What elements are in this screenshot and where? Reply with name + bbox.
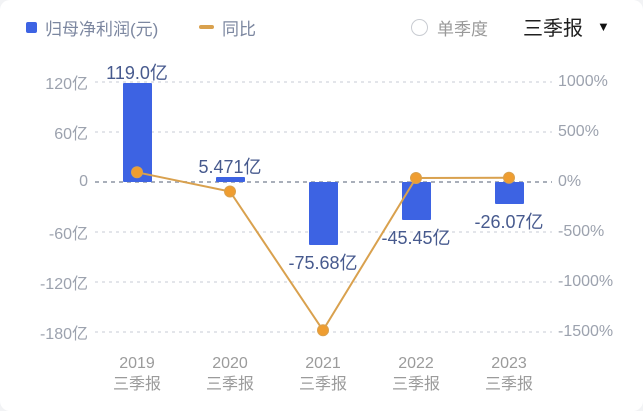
gridline [95,81,552,83]
bar-value-label: 5.471亿 [198,157,262,178]
yoy-data-point[interactable] [224,185,236,198]
x-label-period: 三季报 [205,376,254,393]
bar-2019[interactable] [122,82,152,182]
legend-label-yoy: 同比 [222,19,256,39]
right-axis-tick: 500% [558,123,599,140]
x-axis-label-2021[interactable]: 2021 三季报 [278,353,368,395]
x-label-year: 2023 [491,355,527,372]
x-label-year: 2022 [398,355,434,372]
line-series-swatch-icon [199,25,214,29]
x-label-year: 2021 [305,355,341,372]
gridline [95,331,552,333]
x-label-year: 2020 [212,355,248,372]
bar-value-label: -75.68亿 [288,253,358,274]
right-axis-tick: -500% [558,223,605,240]
bar-2022[interactable] [401,182,431,220]
x-label-period: 三季报 [391,376,440,393]
report-period-value: 三季报 [523,17,583,40]
right-axis-tick: -1000% [558,273,614,290]
bar-value-label: 119.0亿 [106,62,168,83]
left-axis-tick: 60亿 [54,126,88,143]
x-axis-label-2023[interactable]: 2023 三季报 [464,353,554,395]
bar-series-swatch-icon [26,21,37,33]
bar-value-label: -26.07亿 [474,211,544,232]
left-axis-tick: -180亿 [39,326,88,343]
single-quarter-radio[interactable]: 单季度 [411,16,488,39]
legend-item-yoy[interactable]: 同比 [199,16,256,39]
x-axis-label-2019[interactable]: 2019 三季报 [92,353,182,395]
x-axis-label-2020[interactable]: 2020 三季报 [185,353,275,395]
bar-value-label: -45.45亿 [381,227,451,248]
left-axis-tick: -120亿 [39,276,88,293]
left-axis-tick: 0 [79,173,88,190]
x-label-period: 三季报 [484,376,533,393]
x-label-year: 2019 [119,355,155,372]
legend-item-net-profit[interactable]: 归母净利润(元) [26,16,159,39]
report-period-dropdown[interactable]: 三季报 ▼ [523,13,610,40]
bar-2021[interactable] [308,182,338,246]
left-axis-tick: -60亿 [48,226,88,243]
right-axis-tick: -1500% [558,323,614,340]
radio-circle-icon[interactable] [411,18,428,36]
single-quarter-label: 单季度 [437,19,488,39]
right-axis-tick: 0% [558,173,582,190]
left-axis-tick: 120亿 [45,76,88,93]
x-label-period: 三季报 [112,376,161,393]
x-axis-label-2022[interactable]: 2022 三季报 [371,353,461,395]
bar-2023[interactable] [494,182,524,204]
gridline [95,281,552,283]
right-axis-tick: 1000% [558,73,608,90]
x-label-period: 三季报 [298,376,347,393]
gridline [95,131,552,133]
legend-label-net-profit: 归母净利润(元) [45,19,159,39]
chevron-down-icon: ▼ [597,18,610,34]
